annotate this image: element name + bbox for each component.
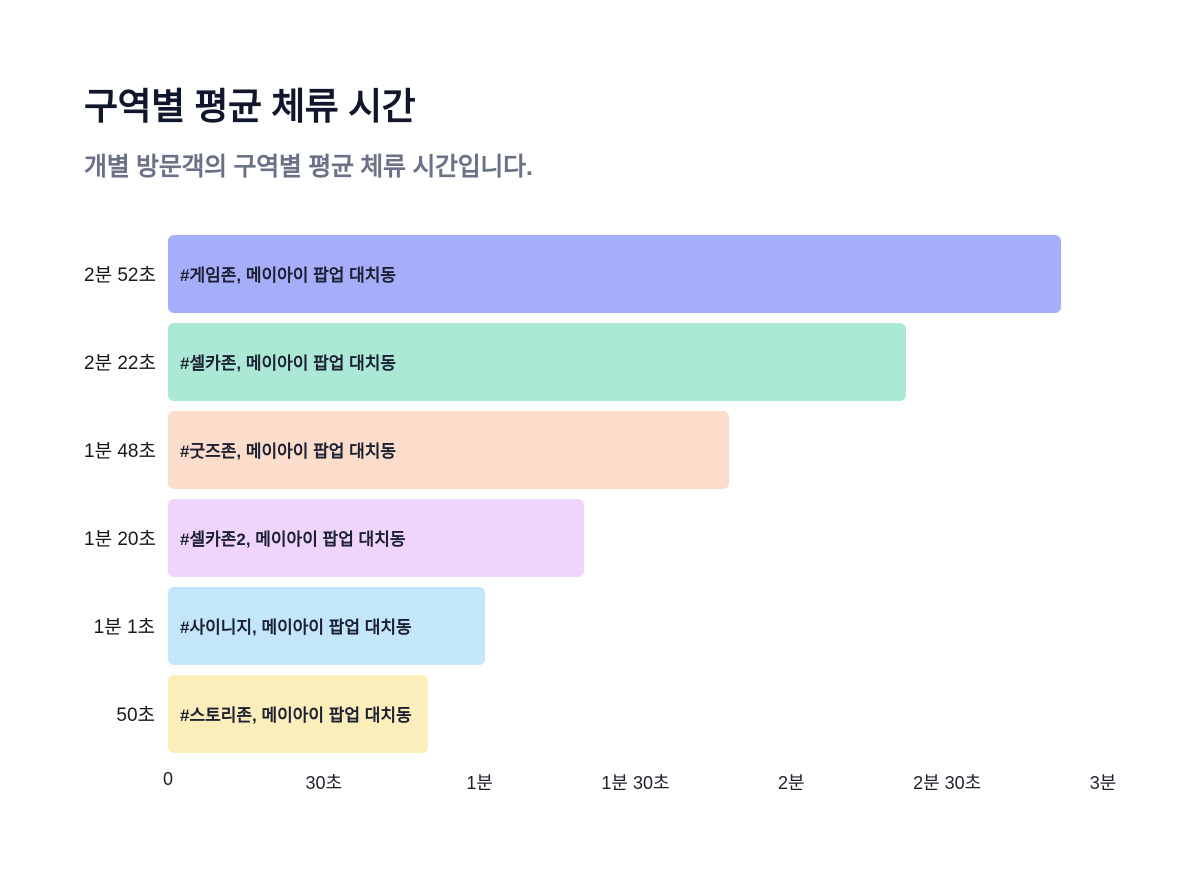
bar-fill[interactable]: #스토리존, 메이아이 팝업 대치동 [168, 674, 428, 753]
bar-zone-label: #게임존, 메이아이 팝업 대치동 [180, 266, 397, 286]
bar-row: 1분 1초 #사이니지, 메이아이 팝업 대치동 [84, 586, 1103, 665]
bar-track: #사이니지, 메이아이 팝업 대치동 [168, 586, 1103, 665]
x-axis-tick: 2분 [778, 772, 805, 793]
bar-track: #셀카존, 메이아이 팝업 대치동 [168, 322, 1103, 401]
bar-duration-label: 50초 [116, 705, 155, 727]
bar-track: #스토리존, 메이아이 팝업 대치동 [168, 674, 1103, 753]
bar-zone-label: #스토리존, 메이아이 팝업 대치동 [180, 706, 412, 726]
bar-fill[interactable]: #셀카존2, 메이아이 팝업 대치동 [168, 498, 584, 577]
bar-track: #굿즈존, 메이아이 팝업 대치동 [168, 410, 1103, 489]
x-axis-tick: 0 [162, 768, 174, 789]
bar-duration-label: 1분 48초 [84, 441, 156, 463]
bar-zone-label: #셀카존2, 메이아이 팝업 대치동 [180, 530, 406, 550]
bar-track: #게임존, 메이아이 팝업 대치동 [168, 234, 1103, 313]
bar-zone-label: #사이니지, 메이아이 팝업 대치동 [180, 618, 412, 638]
bar-duration-label: 1분 1초 [93, 617, 155, 639]
bar-track: #셀카존2, 메이아이 팝업 대치동 [168, 498, 1103, 577]
x-axis-tick: 1분 30초 [601, 772, 670, 793]
x-axis-tick: 30초 [305, 772, 343, 793]
page-title: 구역별 평균 체류 시간 [84, 86, 416, 127]
dwell-time-bar-chart: 2분 52초 #게임존, 메이아이 팝업 대치동 2분 22초 #셀카존, 메이… [84, 234, 1116, 793]
bar-row: 1분 48초 #굿즈존, 메이아이 팝업 대치동 [84, 410, 1103, 489]
bar-row: 50초 #스토리존, 메이아이 팝업 대치동 [84, 674, 1103, 753]
bar-row: 1분 20초 #셀카존2, 메이아이 팝업 대치동 [84, 498, 1103, 577]
bar-duration-label: 2분 22초 [84, 353, 156, 375]
x-axis-tick: 1분 [466, 772, 493, 793]
axis-spacer [84, 769, 155, 793]
bar-fill[interactable]: #사이니지, 메이아이 팝업 대치동 [168, 586, 485, 665]
bar-fill[interactable]: #셀카존, 메이아이 팝업 대치동 [168, 322, 906, 401]
bar-fill[interactable]: #굿즈존, 메이아이 팝업 대치동 [168, 410, 729, 489]
x-axis-tick: 3분 [1089, 772, 1117, 793]
bar-zone-label: #굿즈존, 메이아이 팝업 대치동 [180, 442, 397, 462]
bar-row: 2분 52초 #게임존, 메이아이 팝업 대치동 [84, 234, 1103, 313]
page-subtitle: 개별 방문객의 구역별 평균 체류 시간입니다. [84, 152, 533, 181]
bar-row: 2분 22초 #셀카존, 메이아이 팝업 대치동 [84, 322, 1103, 401]
bar-duration-label: 2분 52초 [84, 265, 156, 287]
x-axis: 0 30초 1분 1분 30초 2분 2분 30초 3분 [84, 769, 1116, 793]
bar-zone-label: #셀카존, 메이아이 팝업 대치동 [180, 354, 397, 374]
x-axis-tick: 2분 30초 [913, 772, 982, 793]
x-axis-ticks: 0 30초 1분 1분 30초 2분 2분 30초 3분 [163, 769, 1116, 793]
bar-duration-label: 1분 20초 [84, 529, 156, 551]
bar-fill[interactable]: #게임존, 메이아이 팝업 대치동 [168, 234, 1062, 313]
